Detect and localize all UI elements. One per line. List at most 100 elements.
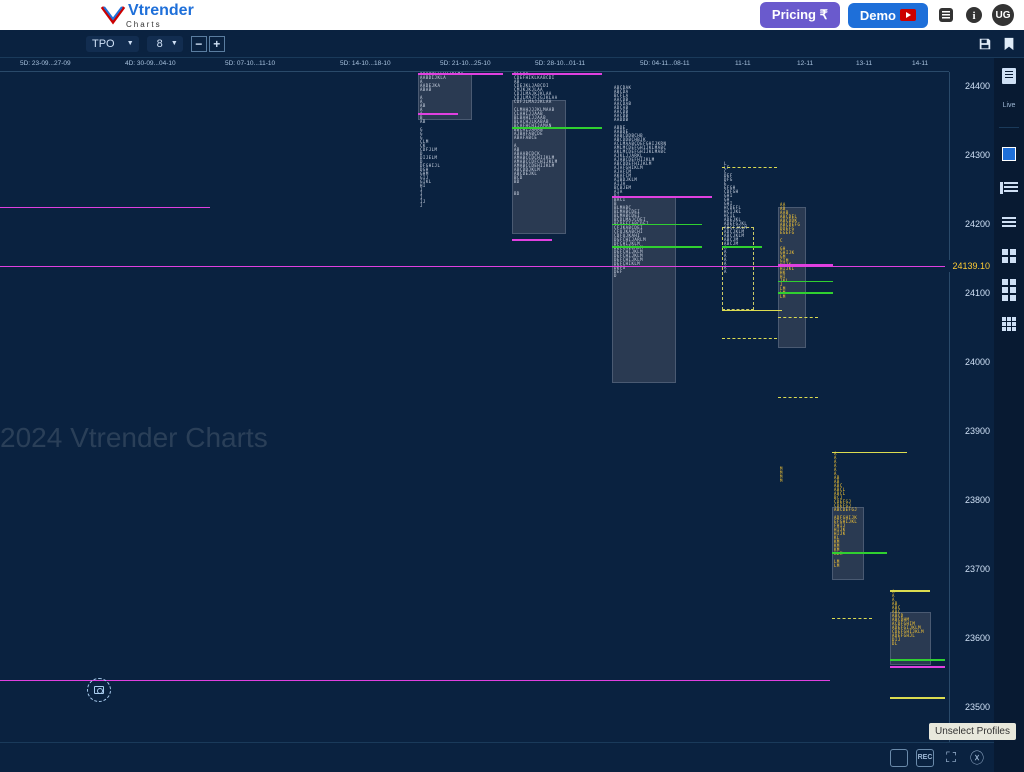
price-label: 24200 (965, 219, 990, 229)
logo-text-wrap: Vtrender Charts (128, 2, 194, 29)
watermark: 2024 Vtrender Charts (0, 422, 268, 454)
accent-line (722, 338, 777, 340)
logo-text: Vtrender (128, 2, 194, 20)
accent-line (612, 196, 712, 198)
chart-toolbar: TPO 8 − + (0, 30, 1024, 58)
rail-layout-rows[interactable] (1001, 214, 1017, 230)
demo-button[interactable]: Demo (848, 3, 928, 28)
accent-line (418, 113, 458, 115)
accent-line (778, 292, 833, 294)
grid-view-icon[interactable] (890, 749, 908, 767)
bottom-bar: REC ⛶ ⓧ (0, 742, 994, 772)
accent-line (722, 246, 762, 248)
tpo-profile: ABABDEFGHIJKLMA AABDIJKLA A AADEJKA ABAB… (420, 72, 464, 208)
zoom-in-button[interactable]: + (209, 36, 225, 52)
pricing-button[interactable]: Pricing ₹ (760, 2, 840, 28)
price-axis: 24400 24300 24200 24100 24000 23900 23800 23700… (949, 72, 994, 742)
time-label: 5D: 21-10...25-10 (440, 60, 491, 67)
avatar[interactable]: UG (992, 4, 1014, 26)
menu-icon[interactable] (936, 5, 956, 25)
accent-line (512, 127, 602, 129)
tpo-profile: ABCDAK ABCDA BCFLA AACDB AACDAB ADCAB AA… (614, 86, 666, 278)
zoom-out-button[interactable]: − (191, 36, 207, 52)
accent-line (832, 452, 907, 454)
accent-line (890, 590, 930, 592)
fullscreen-icon[interactable]: ⛶ (942, 749, 960, 767)
header-actions: Pricing ₹ Demo i UG (760, 2, 1014, 28)
rail-layout-list[interactable] (1001, 180, 1017, 196)
level-line (0, 207, 210, 208)
time-label: 14-11 (912, 60, 928, 67)
accent-line (612, 224, 702, 226)
accent-line (778, 317, 818, 319)
price-label: 24300 (965, 150, 990, 160)
accent-line (512, 73, 602, 75)
rail-doc-icon[interactable] (1001, 68, 1017, 84)
time-label: 5D: 28-10...01-11 (535, 60, 585, 67)
tpo-profile: BFGHA CDEFHIKLKABCDI AB CDEJKLJABCDI CMJ… (514, 72, 558, 196)
toolbar-right (978, 37, 1016, 51)
rail-layout-1[interactable] (1001, 146, 1017, 162)
rail-layout-grid6[interactable] (1001, 282, 1017, 298)
level-line (0, 680, 830, 681)
top-header: Vtrender Charts Pricing ₹ Demo i UG (0, 0, 1024, 30)
price-label: 23600 (965, 633, 990, 643)
save-icon[interactable] (978, 37, 992, 51)
rec-icon[interactable]: REC (916, 749, 934, 767)
time-label: 5D: 04-11...08-11 (640, 60, 690, 67)
time-label: 5D: 23-09...27-09 (20, 60, 71, 67)
rail-layout-grid4[interactable] (1001, 248, 1017, 264)
time-label: 11-11 (735, 60, 751, 67)
level-line (0, 266, 945, 267)
close-icon[interactable]: ⓧ (968, 749, 986, 767)
time-axis: 5D: 23-09...27-09 4D: 30-09...04-10 5D: 07… (0, 58, 949, 72)
logo-subtext: Charts (126, 20, 194, 29)
chart-area[interactable]: 5D: 23-09...27-09 4D: 30-09...04-10 5D: 07… (0, 58, 994, 742)
tpo-size-select[interactable]: 8 (147, 36, 183, 52)
screenshot-icon[interactable] (87, 678, 111, 702)
tpo-profile: L LF C DEF DFG E EFGH CDFGH GHI GH GHI H… (724, 162, 747, 274)
price-label: 23900 (965, 426, 990, 436)
time-label: 13-11 (856, 60, 872, 67)
accent-line (832, 618, 872, 620)
price-label: 23500 (965, 702, 990, 712)
accent-line (890, 697, 945, 699)
accent-line (722, 167, 777, 169)
accent-line (418, 73, 503, 75)
price-label: 23700 (965, 564, 990, 574)
accent-line (832, 552, 887, 554)
logo: Vtrender Charts (100, 2, 194, 29)
toolbar-left: TPO 8 − + (8, 36, 225, 52)
price-label: 24400 (965, 81, 990, 91)
price-label: 24100 (965, 288, 990, 298)
accent-line (512, 239, 552, 241)
rail-layout-grid9[interactable] (1001, 316, 1017, 332)
tpo-profile: A A A AB ABC ABC ABCD ABCDHM ACDFGHIM AD… (892, 590, 924, 646)
logo-icon (100, 5, 126, 25)
accent-line (890, 659, 945, 661)
youtube-icon (900, 9, 916, 21)
mode-select[interactable]: TPO (86, 36, 139, 52)
rail-live-label: Live (1003, 102, 1016, 109)
right-rail: Live (994, 58, 1024, 772)
time-label: 5D: 07-10...11-10 (225, 60, 275, 67)
accent-line (722, 310, 782, 312)
accent-line (890, 666, 945, 668)
bookmark-icon[interactable] (1002, 37, 1016, 51)
accent-line (778, 264, 833, 266)
info-icon[interactable]: i (964, 5, 984, 25)
accent-line (778, 281, 833, 283)
time-label: 5D: 14-10...18-10 (340, 60, 391, 67)
accent-line (778, 397, 818, 399)
accent-line (612, 246, 702, 248)
tooltip: Unselect Profiles (929, 723, 1016, 740)
live-price-label: 24139.10 (949, 260, 993, 272)
price-label: 24000 (965, 357, 990, 367)
time-label: 12-11 (797, 60, 813, 67)
price-label: 23800 (965, 495, 990, 505)
rail-separator (999, 127, 1019, 128)
tpo-profile: A A A A A A AB AB ABC ABCL ABCL BCJ CDEF… (834, 452, 857, 568)
tpo-profile: AA AB AAB ABCDEL ABCDDK ABCDEFG DDEFG EG… (780, 203, 800, 483)
plot-area[interactable]: 2024 Vtrender Charts ABABDEFGHIJKLMA AAB… (0, 72, 949, 742)
time-label: 4D: 30-09...04-10 (125, 60, 176, 67)
